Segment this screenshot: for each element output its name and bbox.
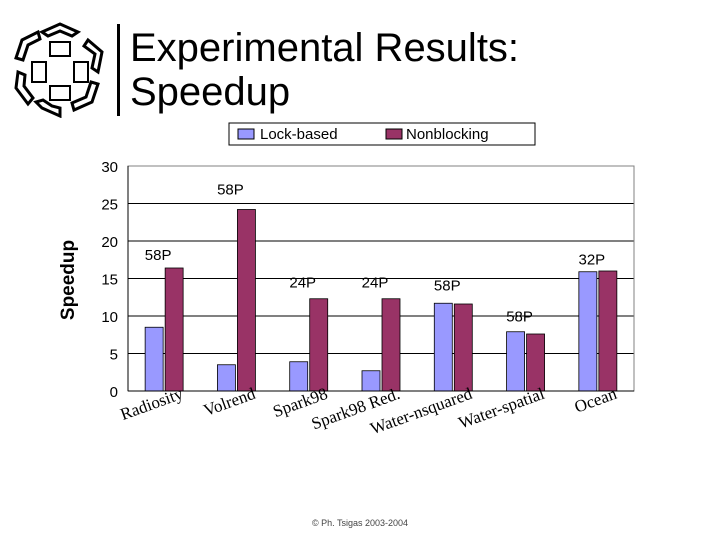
bar-lock-based-radiosity	[144, 326, 164, 392]
y-axis-label: Speedup	[58, 240, 79, 320]
y-tick-label-10: 10	[101, 309, 118, 326]
gridlines	[128, 165, 634, 354]
bar-nonblocking-water-spatial	[526, 333, 545, 392]
y-tick-label-20: 20	[101, 234, 118, 251]
bar-lock-based-spark98	[289, 361, 309, 392]
y-tick-labels: 0 5 10 15 20 25 30	[101, 159, 118, 401]
bar-annotation-0: 58P	[145, 247, 172, 264]
bar-annotation-1: 58P	[217, 182, 244, 199]
bars	[144, 209, 618, 392]
y-tick-label-5: 5	[110, 347, 118, 364]
legend-label-nonblocking: Nonblocking	[406, 126, 489, 143]
slide-title-line-2: Speedup	[130, 70, 291, 114]
bar-annotation-4: 58P	[434, 278, 461, 295]
bar-annotation-3: 24P	[362, 275, 389, 292]
bar-annotation-2: 24P	[289, 275, 316, 292]
bar-annotation-5: 58P	[506, 308, 533, 325]
slide-title-line-1: Experimental Results:	[130, 26, 520, 70]
bar-nonblocking-ocean	[598, 270, 618, 392]
bar-lock-based-water-nsquared	[433, 302, 453, 392]
bar-lock-based-volrend	[217, 364, 236, 392]
bar-nonblocking-water-nsquared	[453, 303, 473, 392]
title-divider	[117, 24, 120, 116]
bar-annotation-6: 32P	[579, 251, 606, 268]
bar-nonblocking-spark98	[309, 298, 329, 392]
copyright-footer: © Ph. Tsigas 2003-2004	[311, 518, 409, 528]
bar-lock-based-spark98-red-	[361, 370, 381, 392]
y-tick-label-0: 0	[110, 384, 118, 401]
legend-swatch-nonblocking	[385, 128, 403, 140]
bar-nonblocking-volrend	[237, 209, 256, 392]
y-tick-label-15: 15	[101, 272, 118, 289]
y-tick-label-25: 25	[101, 197, 118, 214]
slide-title: Experimental Results: Speedup	[130, 26, 519, 114]
university-logo-icon	[14, 22, 104, 118]
bar-annotations: 58P 58P 24P 24P 58P 58P 32P	[145, 182, 605, 326]
chart-legend: Lock-based Nonblocking	[228, 122, 536, 146]
bar-nonblocking-spark98-red-	[381, 298, 401, 392]
legend-swatch-lock-based	[237, 128, 255, 140]
legend-label-lock-based: Lock-based	[260, 126, 338, 143]
legend-frame	[228, 122, 536, 146]
bar-lock-based-water-spatial	[506, 331, 525, 392]
bar-nonblocking-radiosity	[164, 267, 184, 392]
bar-lock-based-ocean	[578, 271, 598, 392]
y-tick-label-30: 30	[101, 159, 118, 176]
